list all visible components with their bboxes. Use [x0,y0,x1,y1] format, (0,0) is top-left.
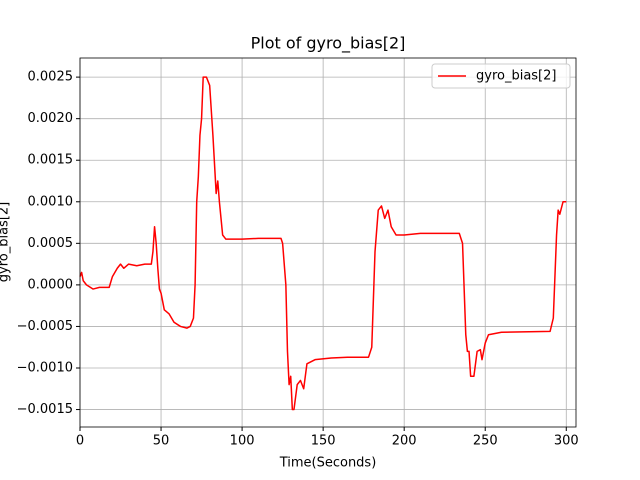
x-tick-label: 300 [554,434,579,449]
y-tick-label: 0.0025 [28,70,74,85]
plot-frame [79,57,577,428]
y-tick-label: 0.0015 [28,153,74,168]
series-line [79,76,567,411]
y-tick-label: −0.0010 [17,360,73,375]
y-tick-label: −0.0005 [17,319,73,334]
y-tick-label: 0.0020 [28,111,74,126]
legend-label: gyro_bias[2] [476,69,556,84]
y-tick-label: 0.0000 [28,277,74,292]
y-tick-label: 0.0005 [28,236,74,251]
x-tick-label: 50 [153,434,170,449]
x-tick-label: 150 [311,434,336,449]
x-tick-label: 250 [473,434,498,449]
y-tick-label: 0.0010 [28,194,74,209]
x-tick-label: 100 [230,434,255,449]
x-axis-label: Time(Seconds) [279,456,377,471]
x-tick-label: 0 [76,434,84,449]
x-tick-label: 200 [392,434,417,449]
chart-title: Plot of gyro_bias[2] [251,34,406,54]
legend-box [431,63,571,89]
y-axis-label: gyro_bias[2] [0,202,12,282]
y-tick-label: −0.0015 [17,402,73,417]
